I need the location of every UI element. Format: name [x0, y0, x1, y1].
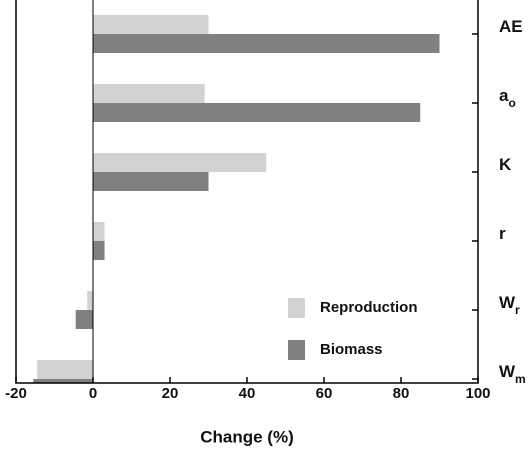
bar	[93, 84, 205, 103]
category-label: r	[499, 224, 506, 243]
x-tick-label: 80	[393, 385, 410, 402]
category-main: W	[499, 293, 516, 312]
bar	[93, 172, 209, 191]
bar	[93, 241, 105, 260]
category-main: a	[499, 86, 509, 105]
category-label: ao	[499, 86, 516, 110]
legend-label: Biomass	[320, 341, 383, 358]
x-axis-label: Change (%)	[200, 427, 294, 446]
bar	[93, 15, 209, 34]
legend-swatch	[288, 298, 305, 318]
x-tick-label: 40	[239, 385, 256, 402]
bars	[33, 15, 440, 383]
bar	[93, 153, 267, 172]
category-sub: r	[515, 303, 520, 317]
x-tick-label: 0	[89, 385, 97, 402]
x-tick-label: 100	[465, 385, 490, 402]
category-label: Wr	[499, 293, 520, 317]
x-tick-label: 20	[162, 385, 179, 402]
category-label: AE	[499, 17, 523, 36]
category-label: Wm	[499, 362, 526, 386]
bar	[87, 291, 93, 310]
category-main: K	[499, 155, 512, 174]
bar	[93, 34, 440, 53]
legend-swatch	[288, 340, 305, 360]
category-main: W	[499, 362, 516, 381]
category-main: r	[499, 224, 506, 243]
bar	[93, 222, 105, 241]
category-main: AE	[499, 17, 523, 36]
category-label: K	[499, 155, 512, 174]
category-sub: m	[515, 372, 526, 386]
x-tick-label: -20	[5, 385, 27, 402]
x-tick-label: 60	[316, 385, 333, 402]
bar	[93, 103, 421, 122]
legend-label: Reproduction	[320, 299, 418, 316]
bar	[33, 379, 93, 383]
bar	[37, 360, 93, 379]
category-sub: o	[508, 96, 515, 110]
bar	[75, 310, 93, 329]
